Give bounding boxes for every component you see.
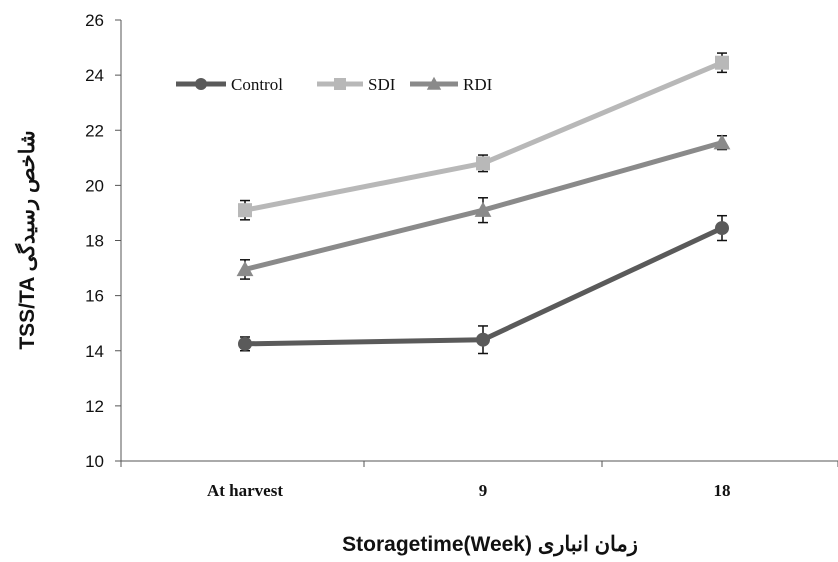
data-point bbox=[715, 55, 729, 70]
y-tick-label: 10 bbox=[85, 452, 104, 471]
y-tick-label: 26 bbox=[85, 11, 104, 30]
legend-label: RDI bbox=[463, 75, 493, 94]
series-sdi bbox=[238, 52, 729, 221]
y-axis-title: TSS/TA شاخص رسیدگی bbox=[14, 130, 40, 349]
y-tick-label: 24 bbox=[85, 66, 104, 85]
data-point bbox=[713, 134, 731, 150]
legend-label: Control bbox=[231, 75, 283, 94]
legend-marker bbox=[195, 78, 207, 90]
data-point bbox=[474, 201, 492, 217]
data-point bbox=[476, 156, 490, 171]
data-point bbox=[476, 332, 490, 347]
y-tick-label: 22 bbox=[85, 121, 104, 140]
legend-label: SDI bbox=[368, 75, 396, 94]
data-point bbox=[236, 261, 254, 277]
legend-item: SDI bbox=[317, 75, 396, 94]
y-tick-label: 16 bbox=[85, 287, 104, 306]
y-tick-label: 20 bbox=[85, 176, 104, 195]
legend-item: Control bbox=[176, 75, 283, 94]
data-point bbox=[715, 221, 729, 236]
legend-item: RDI bbox=[410, 75, 493, 94]
x-category-label: At harvest bbox=[207, 481, 283, 500]
series-control bbox=[238, 214, 729, 355]
x-category-label: 9 bbox=[479, 481, 488, 500]
y-tick-label: 14 bbox=[85, 342, 104, 361]
legend-marker bbox=[334, 78, 346, 90]
x-category-label: 18 bbox=[714, 481, 731, 500]
data-point bbox=[238, 203, 252, 218]
series-rdi bbox=[236, 134, 731, 280]
data-point bbox=[238, 336, 252, 351]
x-axis-title: Storagetime(Week) زمان انباری bbox=[342, 533, 638, 557]
legend-marker bbox=[426, 76, 442, 90]
y-tick-label: 12 bbox=[85, 397, 104, 416]
y-tick-label: 18 bbox=[85, 232, 104, 251]
